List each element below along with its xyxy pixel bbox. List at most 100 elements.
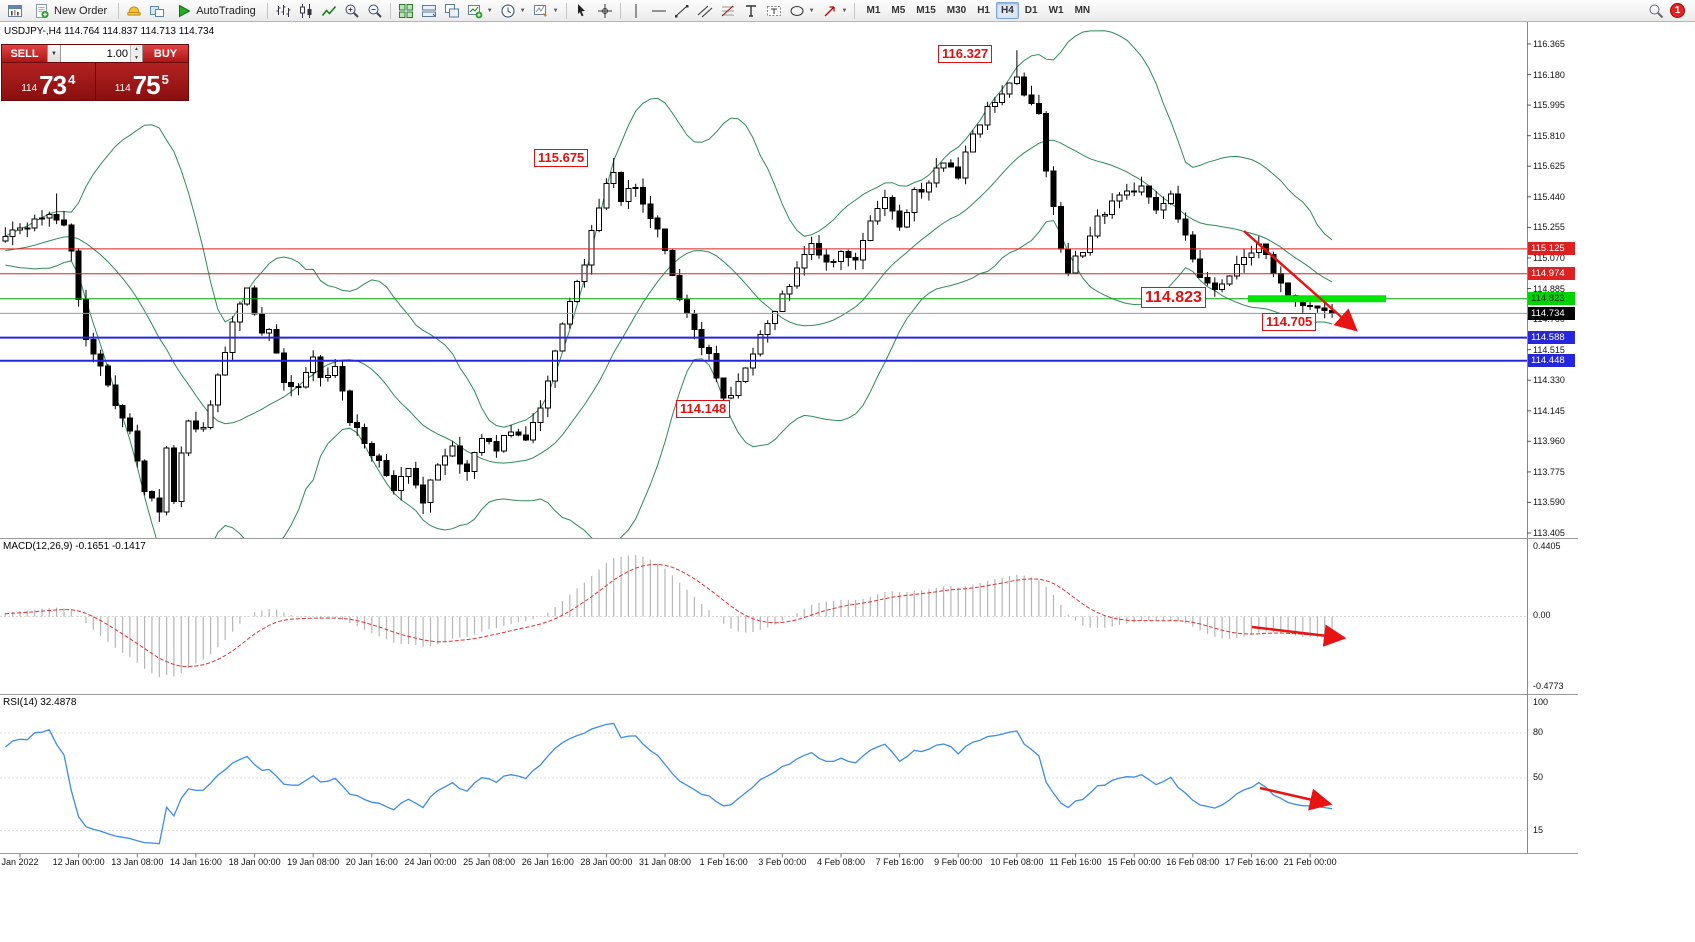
autotrading-button[interactable]: AutoTrading: [169, 1, 263, 20]
sell-price-prefix: 114: [21, 83, 38, 94]
template-button[interactable]: ▼: [530, 1, 562, 20]
chart-window-icon: [8, 4, 22, 17]
timeframe-m1[interactable]: M1: [866, 5, 881, 16]
zoom-in-button[interactable]: [341, 1, 363, 20]
new-order-label: New Order: [54, 4, 108, 17]
line-chart-button[interactable]: [318, 1, 340, 20]
line-chart-icon: [321, 5, 336, 16]
toolbar-separator: [389, 2, 391, 19]
cascade-windows-icon: [444, 3, 459, 17]
timeframe-h4[interactable]: H4: [996, 2, 1019, 19]
candlestick-chart-button[interactable]: [295, 1, 317, 20]
new-chart-button[interactable]: ▼: [464, 1, 496, 20]
trade-controls-row: SELL ▼ ▲ ▼ BUY: [2, 45, 188, 63]
new-order-icon: [36, 3, 49, 18]
volume-down-button[interactable]: ▼: [131, 53, 142, 62]
sell-price-display[interactable]: 114 73 4: [2, 63, 95, 100]
sell-price-sup: 4: [68, 72, 76, 87]
new-chart-icon: [467, 4, 483, 18]
tile-windows-button[interactable]: [395, 1, 417, 20]
price-divider: [94, 63, 96, 100]
bar-chart-button[interactable]: [272, 1, 294, 20]
label-tool-button[interactable]: [763, 1, 785, 20]
buy-price-big: 75: [132, 70, 161, 100]
toolbar-separator: [266, 2, 268, 19]
toolbar: New Order AutoTrading: [0, 0, 1695, 22]
timeframe-m15[interactable]: M15: [916, 5, 936, 16]
shapes-tool-button[interactable]: ▼: [786, 1, 818, 20]
trendline-icon: [674, 4, 689, 17]
arrows-tool-button[interactable]: ▼: [819, 1, 851, 20]
trade-options-dropdown[interactable]: ▼: [47, 45, 61, 62]
volume-steppers: ▲ ▼: [130, 45, 142, 62]
new-order-button[interactable]: New Order: [27, 1, 114, 20]
cursor-tool-button[interactable]: [571, 1, 593, 20]
toolbar-separator: [565, 2, 567, 19]
profiles-button[interactable]: [146, 1, 168, 20]
toolbar-separator: [854, 2, 856, 19]
search-icon: [1649, 4, 1664, 18]
toolbar-separator: [619, 2, 621, 19]
text-tool-button[interactable]: [740, 1, 762, 20]
volume-up-button[interactable]: ▲: [131, 45, 142, 54]
chevron-down-icon: ▼: [519, 7, 526, 14]
timeframe-h1[interactable]: H1: [977, 5, 990, 16]
timeframe-m30[interactable]: M30: [946, 5, 967, 16]
channel-icon: [697, 5, 712, 17]
vertical-line-icon: [635, 3, 637, 18]
candles-icon: [299, 3, 312, 18]
zoom-in-icon: [345, 4, 359, 18]
sell-button[interactable]: SELL: [2, 45, 47, 62]
trendline-tool-button[interactable]: [671, 1, 693, 20]
chevron-down-icon: ▼: [808, 7, 815, 14]
volume-field: ▲ ▼: [61, 45, 143, 62]
search-button[interactable]: [1645, 1, 1667, 20]
zoom-out-icon: [368, 4, 382, 18]
rsi-indicator-label: RSI(14) 32.4878: [3, 697, 77, 708]
chart-canvas[interactable]: [0, 0, 1695, 880]
arrow-tool-icon: [824, 5, 835, 16]
expert-advisors-button[interactable]: [123, 1, 145, 20]
template-icon: [533, 4, 547, 17]
crosshair-tool-button[interactable]: [594, 1, 616, 20]
timeframe-m5[interactable]: M5: [891, 5, 906, 16]
fibonacci-tool-button[interactable]: [717, 1, 739, 20]
buy-price-prefix: 114: [114, 83, 131, 94]
arrange-horizontal-icon: [421, 4, 436, 17]
new-chart-window-button[interactable]: [4, 1, 26, 20]
horizontal-line-tool-button[interactable]: [648, 1, 670, 20]
chart-ohlc-title: USDJPY-,H4 114.764 114.837 114.713 114.7…: [4, 26, 215, 37]
autotrading-play-icon: [179, 4, 191, 17]
notifications-badge[interactable]: 1: [1670, 3, 1685, 18]
buy-price-sup: 5: [161, 72, 169, 87]
chevron-down-icon: ▼: [486, 7, 493, 14]
chevron-down-icon: ▼: [841, 7, 848, 14]
profiles-icon: [150, 5, 165, 17]
horizontal-line-icon: [651, 10, 666, 11]
fibonacci-icon: [721, 5, 734, 16]
volume-input[interactable]: [61, 45, 130, 62]
timeframe-toolbar: M1 M5 M15 M30 H1 H4 D1 W1 MN: [861, 2, 1095, 19]
crosshair-icon: [597, 3, 612, 18]
timeframe-mn[interactable]: MN: [1074, 5, 1091, 16]
vertical-line-tool-button[interactable]: [625, 1, 647, 20]
buy-button[interactable]: BUY: [143, 45, 188, 62]
ohlc-bars-icon: [276, 4, 291, 17]
macd-indicator-label: MACD(12,26,9) -0.1651 -0.1417: [3, 541, 146, 552]
autotrading-label: AutoTrading: [196, 4, 256, 17]
period-button[interactable]: ▼: [497, 1, 529, 20]
clock-icon: [501, 4, 515, 17]
shapes-icon: [790, 5, 804, 16]
sell-price-big: 73: [39, 70, 67, 100]
timeframe-w1[interactable]: W1: [1048, 5, 1064, 16]
cascade-windows-button[interactable]: [441, 1, 463, 20]
one-click-trading-panel: SELL ▼ ▲ ▼ BUY 114 73 4 114 75 5: [1, 44, 189, 101]
arrange-horizontal-button[interactable]: [418, 1, 440, 20]
buy-price-display[interactable]: 114 75 5: [96, 63, 189, 100]
text-label-icon: [766, 5, 781, 16]
channel-tool-button[interactable]: [694, 1, 716, 20]
timeframe-d1[interactable]: D1: [1024, 5, 1038, 16]
hard-hat-icon: [127, 5, 142, 16]
zoom-out-button[interactable]: [364, 1, 386, 20]
